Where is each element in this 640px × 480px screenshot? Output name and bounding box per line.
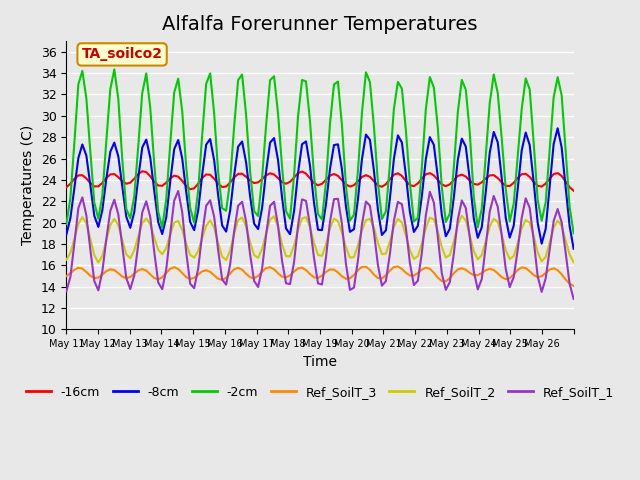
Title: Alfalfa Forerunner Temperatures: Alfalfa Forerunner Temperatures bbox=[163, 15, 477, 34]
Y-axis label: Temperatures (C): Temperatures (C) bbox=[21, 125, 35, 245]
X-axis label: Time: Time bbox=[303, 355, 337, 369]
Text: TA_soilco2: TA_soilco2 bbox=[81, 48, 163, 61]
Legend: -16cm, -8cm, -2cm, Ref_SoilT_3, Ref_SoilT_2, Ref_SoilT_1: -16cm, -8cm, -2cm, Ref_SoilT_3, Ref_Soil… bbox=[20, 381, 620, 404]
